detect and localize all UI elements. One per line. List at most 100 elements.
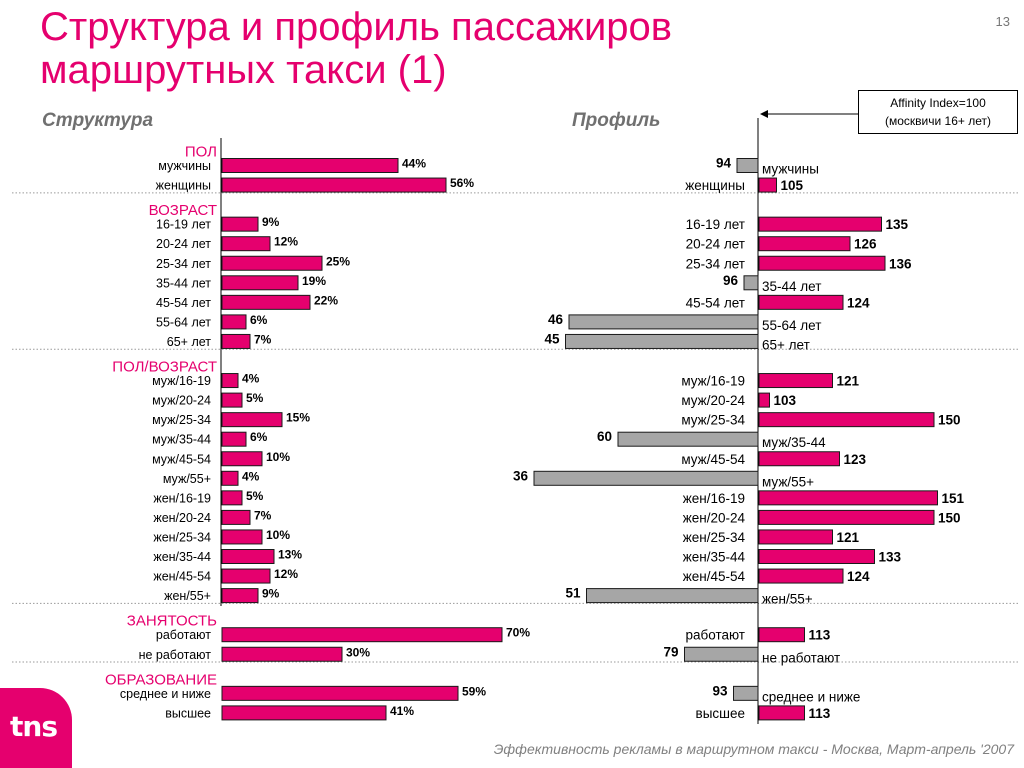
affinity-index-label: Affinity Index=100 — [890, 96, 986, 110]
profile-bar-55-64-лет — [568, 314, 759, 330]
profile-bar-не-работают — [684, 646, 759, 662]
tns-logo-text: tns — [10, 710, 58, 743]
profile-bar-работают — [758, 627, 805, 643]
group-heading-образование: ОБРАЗОВАНИЕ — [105, 671, 217, 688]
profile-label-муж-55: муж/55+ — [762, 474, 814, 489]
structure-label-жен-16-19: жен/16-19 — [153, 491, 211, 505]
structure-value-16-19-лет: 9% — [262, 215, 280, 229]
profile-bar-25-34-лет — [758, 255, 886, 271]
profile-value-высшее: 113 — [809, 706, 831, 721]
structure-bar-муж-55 — [221, 470, 239, 486]
profile-label-среднее-и-ниже: среднее и ниже — [762, 689, 860, 704]
profile-bar-жен-20-24 — [758, 509, 935, 525]
slide-title-line-1: Структура и профиль пассажиров — [40, 5, 673, 49]
profile-label-35-44-лет: 35-44 лет — [762, 279, 821, 294]
structure-value-55-64-лет: 6% — [250, 313, 268, 327]
profile-value-муж-45-54: 123 — [844, 452, 867, 467]
structure-label-45-54-лет: 45-54 лет — [156, 296, 211, 310]
structure-value-25-34-лет: 25% — [326, 254, 350, 268]
profile-bar-муж-16-19 — [758, 373, 833, 389]
profile-label-45-54-лет: 45-54 лет — [686, 295, 745, 310]
structure-label-муж-20-24: муж/20-24 — [152, 394, 211, 408]
structure-label-жен-55: жен/55+ — [164, 589, 211, 603]
group-heading-занятость: ЗАНЯТОСТЬ — [127, 613, 217, 630]
profile-bar-жен-55 — [586, 588, 759, 604]
structure-bar-работают — [221, 627, 503, 643]
profile-value-жен-16-19: 151 — [942, 491, 965, 506]
structure-bar-муж-25-34 — [221, 412, 283, 428]
affinity-index-box: Affinity Index=100 (москвичи 16+ лет) — [858, 90, 1018, 134]
structure-bar-жен-45-54 — [221, 568, 271, 584]
structure-bar-55-64-лет — [221, 314, 247, 330]
profile-bar-муж-35-44 — [617, 431, 759, 447]
structure-bar-жен-20-24 — [221, 509, 251, 525]
profile-value-35-44-лет: 96 — [723, 273, 739, 288]
profile-bar-муж-55 — [533, 470, 759, 486]
profile-label-муж-35-44: муж/35-44 — [762, 435, 826, 450]
structure-label-16-19-лет: 16-19 лет — [156, 218, 211, 232]
profile-bar-муж-20-24 — [758, 392, 770, 408]
structure-value-муж-35-44: 6% — [250, 430, 268, 444]
structure-value-муж-25-34: 15% — [286, 411, 310, 425]
profile-bar-муж-45-54 — [758, 451, 840, 467]
structure-bar-25-34-лет — [221, 255, 323, 271]
profile-value-жен-25-34: 121 — [837, 530, 860, 545]
structure-bar-муж-16-19 — [221, 373, 239, 389]
structure-label-муж-16-19: муж/16-19 — [152, 374, 211, 388]
structure-bar-20-24-лет — [221, 236, 271, 252]
structure-bar-16-19-лет — [221, 216, 259, 232]
structure-value-35-44-лет: 19% — [302, 274, 326, 288]
profile-value-45-54-лет: 124 — [847, 295, 870, 310]
profile-value-жен-35-44: 133 — [879, 550, 902, 565]
profile-label-женщины: женщины — [685, 178, 745, 193]
profile-value-не-работают: 79 — [663, 644, 678, 659]
profile-bar-муж-25-34 — [758, 412, 935, 428]
structure-value-женщины: 56% — [450, 176, 474, 190]
structure-value-мужчины: 44% — [402, 157, 426, 171]
structure-label-65-лет: 65+ лет — [167, 335, 212, 349]
structure-label-работают: работают — [156, 628, 211, 642]
profile-label-жен-25-34: жен/25-34 — [683, 530, 746, 545]
profile-label-работают: работают — [685, 628, 745, 643]
structure-label-жен-35-44: жен/35-44 — [153, 550, 211, 564]
profile-value-муж-35-44: 60 — [597, 429, 612, 444]
structure-value-20-24-лет: 12% — [274, 235, 298, 249]
structure-label-среднее-и-ниже: среднее и ниже — [120, 687, 211, 701]
profile-value-20-24-лет: 126 — [854, 237, 877, 252]
structure-value-среднее-и-ниже: 59% — [462, 684, 486, 698]
structure-label-муж-35-44: муж/35-44 — [152, 433, 211, 447]
profile-bar-45-54-лет — [758, 294, 844, 310]
profile-value-жен-45-54: 124 — [847, 569, 870, 584]
structure-bar-женщины — [221, 177, 447, 193]
structure-label-не-работают: не работают — [139, 648, 212, 662]
structure-label-55-64-лет: 55-64 лет — [156, 315, 211, 329]
structure-value-жен-55: 9% — [262, 587, 280, 601]
profile-value-муж-20-24: 103 — [774, 393, 797, 408]
structure-bar-не-работают — [221, 646, 343, 662]
structure-bar-муж-35-44 — [221, 431, 247, 447]
profile-value-среднее-и-ниже: 93 — [712, 683, 728, 698]
profile-bar-65-лет — [565, 333, 759, 349]
structure-value-жен-35-44: 13% — [278, 548, 302, 562]
group-heading-пол: ПОЛ — [185, 144, 217, 161]
structure-label-жен-45-54: жен/45-54 — [153, 570, 211, 584]
structure-value-муж-55: 4% — [242, 469, 260, 483]
profile-bar-женщины — [758, 177, 777, 193]
profile-bar-жен-25-34 — [758, 529, 833, 545]
profile-label-муж-16-19: муж/16-19 — [681, 374, 745, 389]
slide-title: Структура и профиль пассажиров маршрутны… — [40, 6, 672, 92]
structure-label-муж-55: муж/55+ — [163, 472, 211, 486]
profile-label-жен-16-19: жен/16-19 — [683, 491, 745, 506]
profile-label-мужчины: мужчины — [762, 162, 819, 177]
structure-bar-жен-16-19 — [221, 490, 243, 506]
structure-value-муж-45-54: 10% — [266, 450, 290, 464]
profile-label-муж-20-24: муж/20-24 — [681, 393, 745, 408]
slide-title-line-2: маршрутных такси (1) — [40, 48, 447, 92]
profile-value-муж-55: 36 — [513, 468, 529, 483]
structure-bar-65-лет — [221, 333, 251, 349]
structure-value-работают: 70% — [506, 626, 530, 640]
affinity-index-note: (москвичи 16+ лет) — [885, 114, 991, 128]
profile-label-не-работают: не работают — [762, 650, 840, 665]
structure-label-женщины: женщины — [156, 179, 211, 193]
profile-label-20-24-лет: 20-24 лет — [686, 237, 745, 252]
